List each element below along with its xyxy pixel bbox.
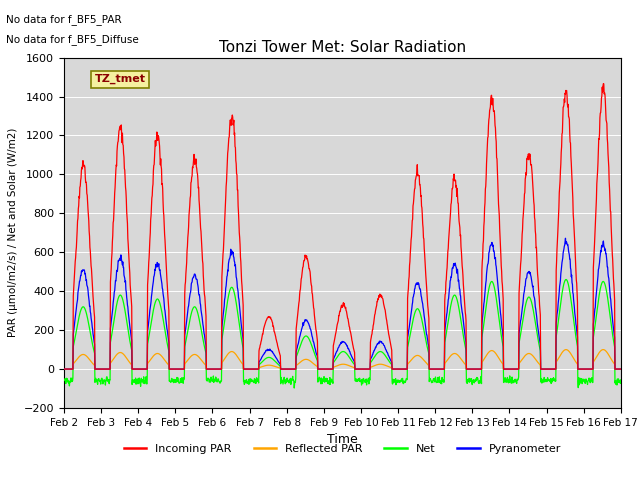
Text: No data for f_BF5_Diffuse: No data for f_BF5_Diffuse xyxy=(6,34,139,45)
Legend: Incoming PAR, Reflected PAR, Net, Pyranometer: Incoming PAR, Reflected PAR, Net, Pyrano… xyxy=(120,440,565,458)
X-axis label: Time: Time xyxy=(327,433,358,446)
Text: No data for f_BF5_PAR: No data for f_BF5_PAR xyxy=(6,14,122,25)
Y-axis label: PAR (μmol/m2/s) / Net and Solar (W/m2): PAR (μmol/m2/s) / Net and Solar (W/m2) xyxy=(8,128,18,337)
Text: TZ_tmet: TZ_tmet xyxy=(95,74,146,84)
Title: Tonzi Tower Met: Solar Radiation: Tonzi Tower Met: Solar Radiation xyxy=(219,40,466,55)
